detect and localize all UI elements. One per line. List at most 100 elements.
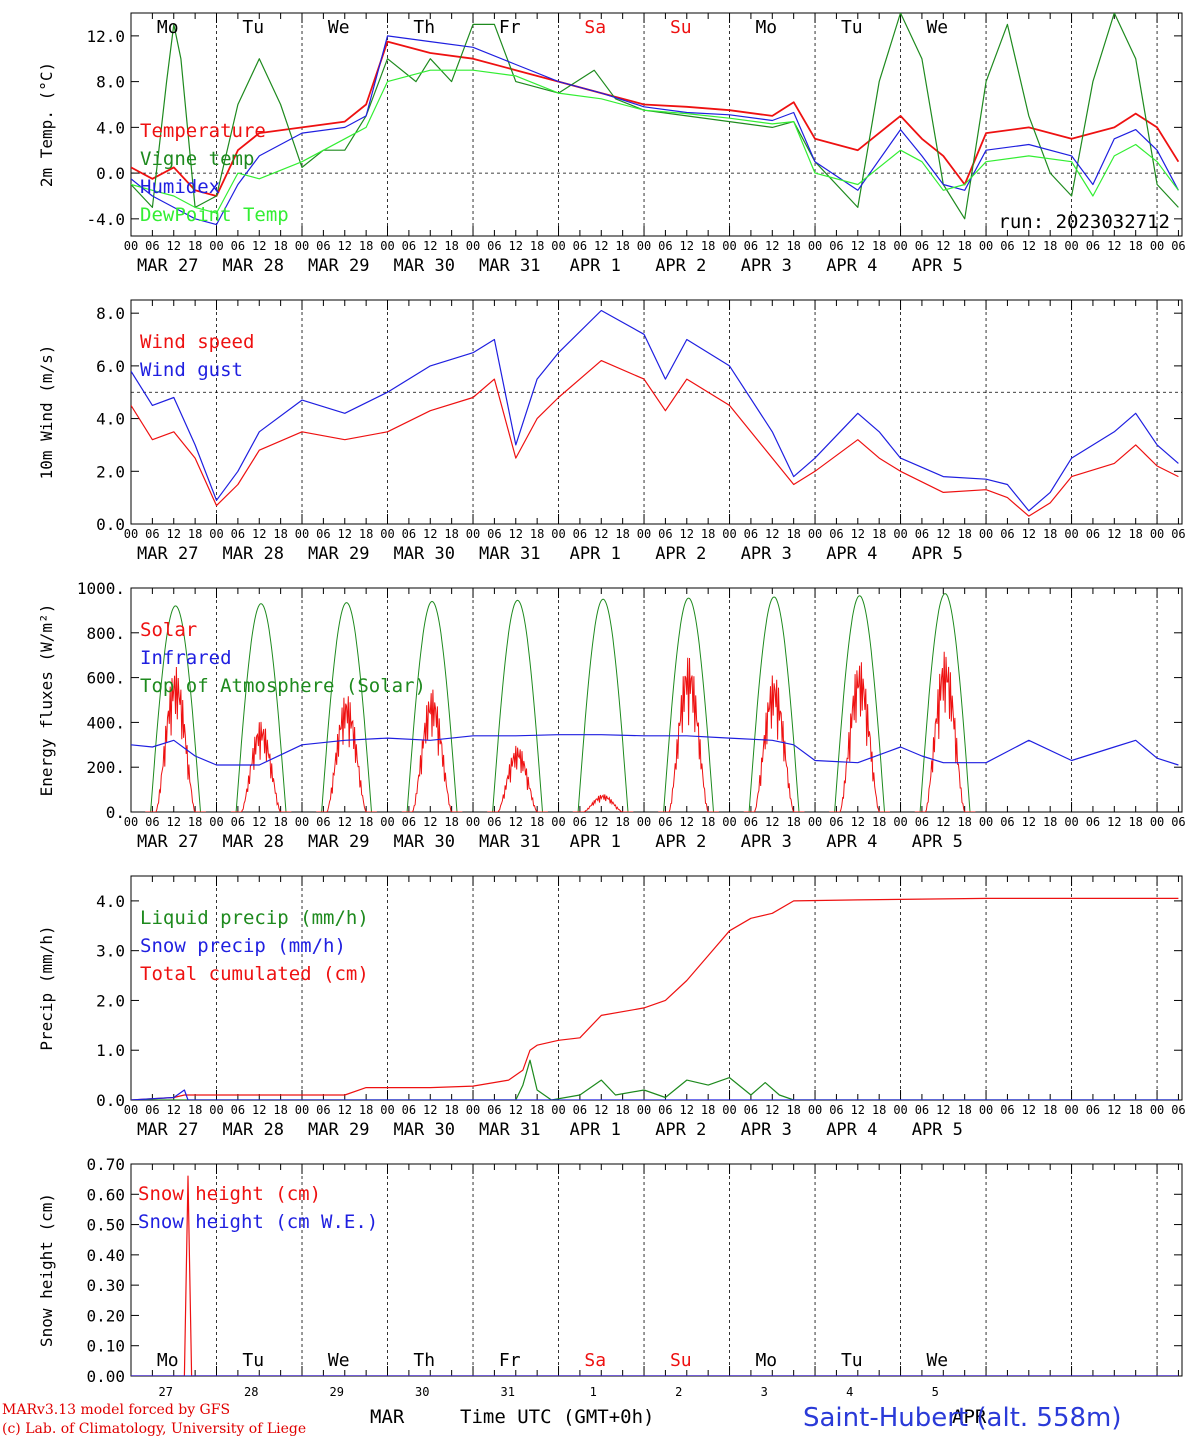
hour-tick-label: 12 xyxy=(594,527,608,541)
hour-tick-label: 18 xyxy=(701,239,715,253)
date-label: MAR 28 xyxy=(223,256,284,276)
series-line-toa-solar xyxy=(145,593,976,812)
y-tick-label: 0.00 xyxy=(86,1367,125,1386)
y-axis-label: Energy fluxes (W/m²) xyxy=(37,604,56,797)
legend-entry: Humidex xyxy=(140,176,220,198)
panel-frame xyxy=(130,299,1183,525)
y-tick-label: 4.0 xyxy=(96,118,125,137)
hour-tick-label: 00 xyxy=(209,527,223,541)
hour-tick-label: 06 xyxy=(487,239,501,253)
hour-tick-label: 06 xyxy=(402,527,416,541)
series-line-wind-speed xyxy=(131,360,1179,517)
hour-tick-label: 06 xyxy=(915,815,929,829)
hour-tick-label: 00 xyxy=(380,527,394,541)
y-tick-label: 0. xyxy=(106,803,125,822)
hour-tick-label: 18 xyxy=(1043,239,1057,253)
hour-tick-label: 12 xyxy=(509,527,523,541)
hour-tick-label: 00 xyxy=(295,1103,309,1117)
panel-frame xyxy=(130,12,1183,237)
hour-tick-label: 18 xyxy=(615,1103,629,1117)
hour-tick-label: 18 xyxy=(1043,815,1057,829)
hour-tick-label: 06 xyxy=(744,239,758,253)
date-label: APR 5 xyxy=(912,256,963,276)
hour-tick-label: 06 xyxy=(145,815,159,829)
y-tick-label: 0.20 xyxy=(86,1306,125,1325)
hour-tick-label: 00 xyxy=(209,815,223,829)
panel-4: 4.0 3.0 2.0 1.0 0.0 Precip (mm/h) 00 06 12 18 00 06… xyxy=(37,875,1186,1140)
date-number-label: 30 xyxy=(415,1385,429,1399)
legend-entry: DewPoint Temp xyxy=(140,204,289,226)
hour-tick-label: 18 xyxy=(872,527,886,541)
hour-tick-label: 18 xyxy=(701,527,715,541)
date-label: APR 2 xyxy=(655,1120,706,1140)
weekday-label: Th xyxy=(413,17,435,38)
hour-tick-label: 06 xyxy=(573,527,587,541)
y-tick-label: 0.60 xyxy=(86,1185,125,1204)
hour-tick-label: 00 xyxy=(295,527,309,541)
hour-tick-label: 06 xyxy=(658,1103,672,1117)
hour-tick-label: 00 xyxy=(808,527,822,541)
y-tick-label: 0.0 xyxy=(96,1091,125,1110)
date-number-label: 5 xyxy=(932,1385,939,1399)
hour-tick-label: 06 xyxy=(316,815,330,829)
date-label: MAR 30 xyxy=(394,1120,455,1140)
station-name: Saint-Hubert (alt. 558m) xyxy=(803,1403,1122,1433)
date-label: MAR 31 xyxy=(479,544,540,564)
hour-tick-label: 12 xyxy=(680,239,694,253)
hour-tick-label: 12 xyxy=(851,815,865,829)
hour-tick-label: 12 xyxy=(423,1103,437,1117)
date-number-label: 29 xyxy=(330,1385,344,1399)
date-label: APR 5 xyxy=(912,832,963,852)
hour-tick-label: 00 xyxy=(380,815,394,829)
date-label: MAR 29 xyxy=(308,832,369,852)
hour-tick-label: 06 xyxy=(487,1103,501,1117)
hour-tick-label: 12 xyxy=(765,1103,779,1117)
y-tick-label: 1000. xyxy=(77,579,125,598)
legend-entry: Snow height (cm) xyxy=(138,1183,321,1205)
weekday-label: We xyxy=(328,1350,350,1371)
weekday-label: Tu xyxy=(841,17,863,38)
hour-tick-label: 12 xyxy=(167,815,181,829)
y-axis-label: 2m Temp. (°C) xyxy=(37,62,56,187)
hour-tick-label: 06 xyxy=(744,1103,758,1117)
y-tick-label: 12.0 xyxy=(86,27,125,46)
hour-tick-label: 00 xyxy=(893,815,907,829)
hour-tick-label: 12 xyxy=(1022,1103,1036,1117)
hour-tick-label: 18 xyxy=(444,1103,458,1117)
date-label: APR 4 xyxy=(826,544,877,564)
date-label: APR 4 xyxy=(826,256,877,276)
hour-tick-label: 00 xyxy=(979,527,993,541)
y-tick-label: 8.0 xyxy=(96,304,125,323)
weekday-label: Mo xyxy=(157,1350,179,1371)
hour-tick-label: 18 xyxy=(359,239,373,253)
hour-tick-label: 06 xyxy=(829,239,843,253)
hour-tick-label: 18 xyxy=(786,1103,800,1117)
hour-tick-label: 12 xyxy=(423,815,437,829)
legend-entry: Top of Atmosphere (Solar) xyxy=(140,675,426,697)
hour-tick-label: 18 xyxy=(957,239,971,253)
hour-tick-label: 06 xyxy=(1171,815,1185,829)
hour-tick-label: 12 xyxy=(765,815,779,829)
date-label: APR 5 xyxy=(912,1120,963,1140)
hour-tick-label: 00 xyxy=(466,815,480,829)
date-label: MAR 30 xyxy=(394,544,455,564)
hour-tick-label: 00 xyxy=(209,1103,223,1117)
panel-1: 12.0 8.0 4.0 0.0 -4.0 2m Temp. (°C) 00 06 12 18 00… xyxy=(37,12,1186,276)
hour-tick-label: 12 xyxy=(936,527,950,541)
hour-tick-label: 06 xyxy=(402,239,416,253)
date-label: MAR 29 xyxy=(308,544,369,564)
hour-tick-label: 18 xyxy=(530,1103,544,1117)
y-tick-label: 4.0 xyxy=(96,410,125,429)
hour-tick-label: 06 xyxy=(915,527,929,541)
hour-tick-label: 00 xyxy=(808,815,822,829)
weekday-label: Mo xyxy=(157,17,179,38)
hour-tick-label: 00 xyxy=(466,239,480,253)
hour-tick-label: 06 xyxy=(487,527,501,541)
hour-tick-label: 00 xyxy=(1064,1103,1078,1117)
month-label-mar: MAR xyxy=(370,1406,405,1428)
panel-2: 8.0 6.0 4.0 2.0 0.0 10m Wind (m/s) 00 06 12 18 00 0… xyxy=(37,299,1186,564)
plot-area xyxy=(131,309,1179,517)
hour-tick-label: 06 xyxy=(744,815,758,829)
date-label: APR 4 xyxy=(826,832,877,852)
date-label: MAR 27 xyxy=(137,832,198,852)
